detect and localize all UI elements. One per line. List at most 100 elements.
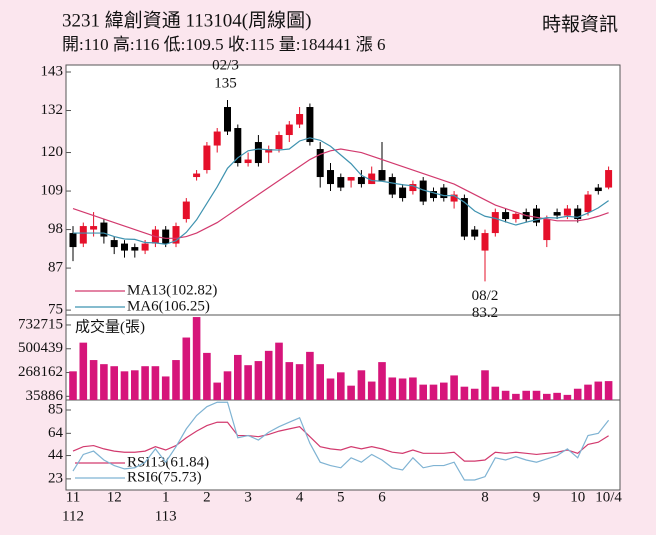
- line: [72, 148, 609, 239]
- candle-body: [327, 170, 334, 185]
- volume-bar: [347, 385, 355, 400]
- volume-bar: [223, 371, 232, 400]
- x-tick-label: 4: [296, 489, 304, 505]
- x-tick-label: 11: [66, 489, 80, 505]
- candle-body: [419, 180, 427, 202]
- x-tick-label: 9: [533, 489, 541, 505]
- volume-bar: [79, 342, 88, 400]
- legend-label: MA13(102.82): [127, 282, 217, 298]
- candle-body: [409, 184, 417, 192]
- candle-body: [388, 177, 396, 195]
- volume-bar: [172, 360, 180, 400]
- plot-area: [65, 64, 621, 491]
- volume-bar: [440, 382, 448, 400]
- title: 3231 緯創資通 113104(周線圖): [62, 9, 311, 31]
- volume-bar: [131, 370, 139, 400]
- candle-body: [162, 229, 170, 244]
- volume-bar: [264, 350, 273, 400]
- volume-bar: [306, 351, 314, 400]
- volume-bar: [388, 377, 397, 400]
- candle-body: [110, 240, 118, 248]
- annotation: 02/3: [212, 57, 239, 73]
- volume-bar: [604, 381, 613, 400]
- y-tick-label: 64: [48, 425, 64, 441]
- candle-body: [553, 212, 561, 216]
- volume-bar: [398, 378, 407, 400]
- volume-bar: [532, 390, 541, 400]
- candle-body: [69, 233, 77, 248]
- volume-bar: [254, 361, 263, 400]
- annotation: 135: [214, 75, 237, 91]
- volume-bar: [161, 376, 170, 400]
- volume-bar: [357, 370, 366, 400]
- candle-body: [131, 247, 139, 251]
- volume-bar: [450, 375, 458, 400]
- line: [72, 421, 609, 462]
- y-tick-label: 98: [48, 221, 63, 237]
- y-tick-label: 500439: [18, 340, 63, 356]
- y-tick-label: 268162: [18, 364, 63, 380]
- volume-bar: [563, 394, 572, 400]
- x-year-label: 112: [62, 508, 84, 524]
- candle-body: [316, 149, 324, 178]
- quote: 開:110 高:116 低:109.5 收:115 量:184441 漲 6: [62, 35, 385, 54]
- candle-body: [357, 177, 365, 185]
- volume-bar: [244, 365, 252, 400]
- candle-body: [368, 173, 376, 185]
- volume-bar: [192, 317, 201, 400]
- y-tick-label: 109: [41, 182, 64, 198]
- volume-bar: [316, 364, 324, 400]
- candle-body: [296, 114, 304, 125]
- y-tick-label: 143: [41, 63, 64, 79]
- x-tick-label: 2: [203, 489, 211, 505]
- x-tick-label: 10/4: [595, 489, 622, 505]
- candle-body: [193, 173, 201, 178]
- candle-body: [450, 194, 458, 202]
- volume-bar: [543, 393, 551, 400]
- annotation: 08/2: [472, 288, 499, 304]
- line: [73, 137, 609, 245]
- volume-bar: [110, 366, 118, 400]
- volume-bar: [213, 382, 221, 400]
- volume-bar: [234, 354, 242, 400]
- volume-bar: [285, 362, 294, 400]
- x-tick-label: 8: [481, 489, 489, 505]
- x-tick-label: 1: [162, 489, 170, 505]
- candle-body: [533, 208, 540, 223]
- candle-body: [502, 212, 510, 220]
- volume-bar: [460, 386, 469, 400]
- candle-body: [563, 208, 571, 216]
- candle-body: [584, 194, 592, 213]
- legend-label: RSI6(75.73): [127, 469, 202, 485]
- candle-body: [430, 191, 437, 199]
- volume-bar: [89, 360, 98, 400]
- volume-bar: [151, 366, 160, 400]
- volume-bar: [141, 366, 149, 400]
- panel-title: 成交量(張): [75, 317, 145, 335]
- candle-body: [79, 226, 87, 244]
- volume-bar: [182, 337, 191, 400]
- x-year-label: 113: [155, 508, 177, 524]
- y-tick-label: 75: [48, 302, 63, 318]
- candle-body: [605, 170, 613, 188]
- x-tick-label: 10: [570, 489, 585, 505]
- y-tick-label: 87: [48, 260, 64, 276]
- legend-label: RSI13(61.84): [127, 454, 209, 470]
- volume-bar: [100, 364, 108, 400]
- y-tick-label: 132: [41, 102, 64, 118]
- candle-body: [90, 226, 98, 230]
- x-tick-label: 3: [244, 489, 252, 505]
- x-tick-label: 12: [107, 489, 122, 505]
- volume-bar: [491, 386, 500, 400]
- line: [72, 401, 610, 481]
- candle-body: [337, 177, 345, 188]
- volume-bar: [573, 388, 582, 400]
- volume-bar: [470, 388, 479, 400]
- candle-body: [471, 229, 479, 237]
- y-tick-label: 35886: [26, 388, 64, 404]
- volume-bar: [378, 362, 386, 400]
- volume-bar: [512, 393, 520, 400]
- source: 時報資訊: [542, 13, 618, 35]
- volume-bar: [367, 381, 376, 400]
- volume-bar: [326, 378, 335, 400]
